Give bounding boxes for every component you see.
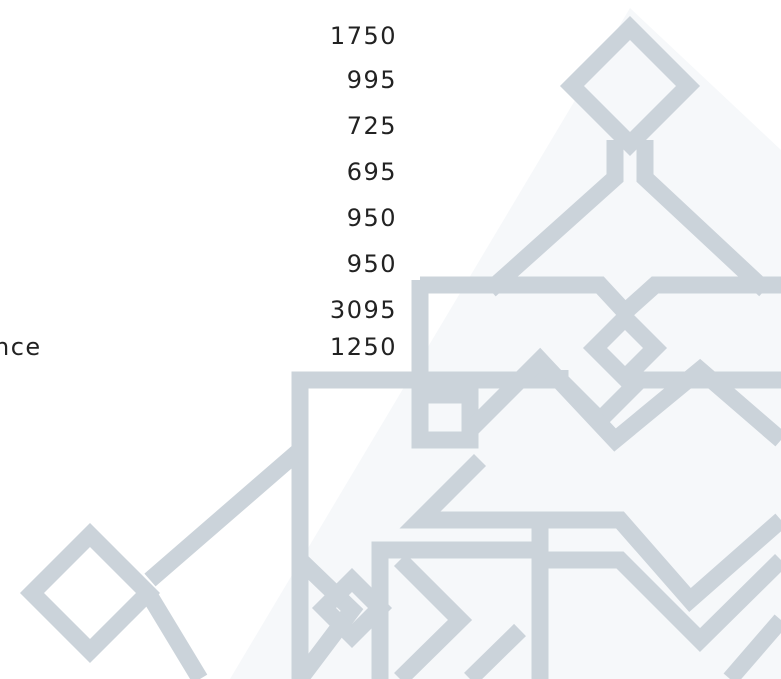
price: 950 [347, 204, 397, 232]
price: 950 [347, 250, 397, 278]
price: 695 [347, 158, 397, 186]
price: 725 [347, 112, 397, 140]
price: 3095 [330, 296, 397, 324]
page: nce 1750 995 725 695 950 950 3095 1250 [0, 0, 781, 679]
price: 1750 [330, 22, 397, 50]
price: 995 [347, 66, 397, 94]
price: 1250 [330, 333, 397, 361]
item-label: nce [0, 333, 42, 361]
